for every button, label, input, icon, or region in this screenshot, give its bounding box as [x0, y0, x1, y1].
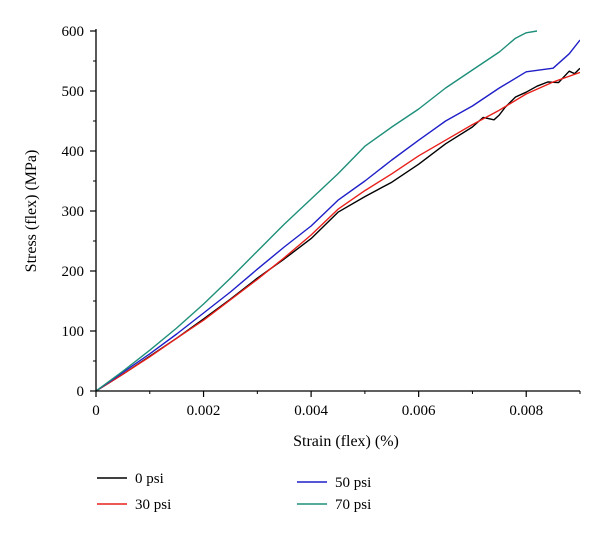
y-tick-label: 400 [62, 144, 85, 160]
y-axis-title: Stress (flex) (MPa) [23, 150, 40, 273]
legend-label-50-psi: 50 psi [335, 475, 371, 491]
legend-label-70-psi: 70 psi [335, 497, 371, 513]
y-tick-label: 100 [62, 324, 85, 340]
x-tick-label: 0.008 [509, 403, 543, 419]
series-line-50-psi [96, 39, 580, 391]
series-line-30-psi [96, 71, 580, 391]
x-axis-title: Strain (flex) (%) [293, 433, 399, 450]
y-tick-label: 300 [62, 204, 85, 220]
x-tick-label: 0.002 [187, 403, 221, 419]
series-line-70-psi [96, 30, 538, 391]
plot-area [96, 30, 580, 391]
y-tick-label: 200 [62, 264, 85, 280]
y-tick-label: 600 [62, 24, 85, 40]
legend-label-30-psi: 30 psi [135, 497, 171, 513]
x-tick-label: 0.004 [294, 403, 328, 419]
x-tick-label: 0.006 [402, 403, 436, 419]
y-tick-label: 500 [62, 84, 85, 100]
legend: 0 psi 30 psi 50 psi 70 psi [97, 471, 371, 513]
series-line-0-psi [96, 67, 580, 391]
axes: 0 0.002 0.004 0.006 0.008 0 100 200 300 400 500 600 [62, 24, 581, 419]
y-tick-label: 0 [77, 384, 85, 400]
x-tick-label: 0 [92, 403, 100, 419]
legend-label-0-psi: 0 psi [135, 471, 164, 487]
